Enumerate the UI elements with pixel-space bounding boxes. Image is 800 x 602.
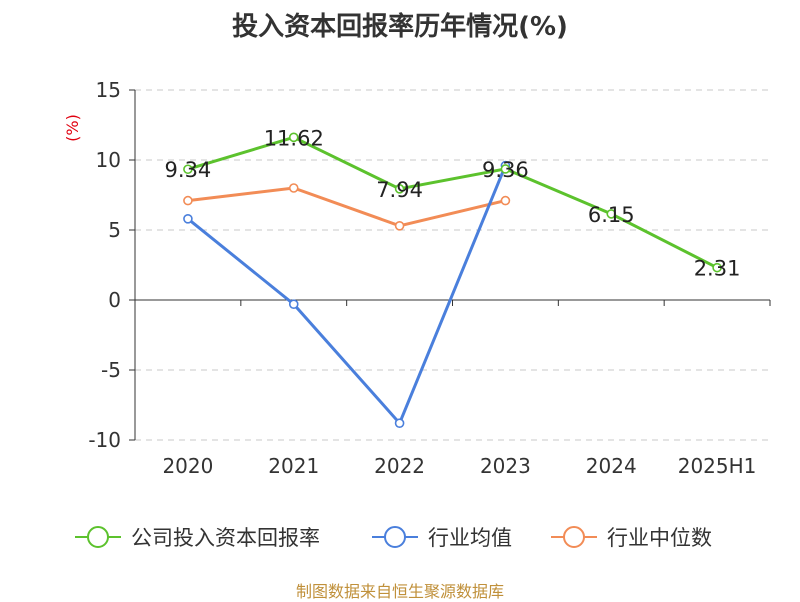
y-tick-label: 5 bbox=[108, 218, 121, 242]
data-point bbox=[500, 164, 511, 174]
data-point bbox=[288, 299, 299, 310]
data-point bbox=[183, 164, 193, 175]
series-line bbox=[187, 135, 718, 269]
data-label: 9.34 bbox=[165, 158, 212, 182]
y-tick-label: 15 bbox=[96, 78, 121, 102]
series-line bbox=[186, 165, 507, 426]
data-point bbox=[394, 418, 405, 429]
data-label: 2.31 bbox=[694, 257, 741, 281]
legend-label: 公司投入资本回报率 bbox=[131, 526, 320, 550]
y-axis-label: (%) bbox=[63, 114, 82, 142]
data-point bbox=[183, 214, 193, 224]
legend-label: 行业均值 bbox=[428, 526, 512, 550]
legend-label: 行业中位数 bbox=[607, 526, 712, 550]
chart-title: 投入资本回报率历年情况(%) bbox=[232, 12, 568, 42]
x-tick-label: 2021 bbox=[268, 454, 319, 478]
data-label: 7.94 bbox=[376, 178, 423, 202]
data-point bbox=[712, 262, 722, 273]
data-point bbox=[500, 195, 511, 206]
y-tick-label: 10 bbox=[96, 148, 121, 172]
x-tick-label: 2025H1 bbox=[678, 454, 757, 478]
legend-marker bbox=[87, 526, 109, 548]
data-label: 11.62 bbox=[264, 126, 324, 150]
y-tick-label: -10 bbox=[88, 428, 121, 452]
series-line bbox=[187, 186, 506, 228]
legend-marker bbox=[384, 526, 406, 548]
y-tick-label: -5 bbox=[101, 358, 121, 382]
x-tick-label: 2023 bbox=[480, 454, 531, 478]
legend-marker bbox=[563, 526, 585, 548]
data-point bbox=[394, 184, 405, 194]
data-label: 6.15 bbox=[588, 203, 635, 227]
data-point bbox=[394, 221, 405, 231]
data-label: 9.36 bbox=[482, 158, 529, 182]
x-tick-label: 2020 bbox=[162, 454, 213, 478]
data-point bbox=[288, 183, 299, 193]
source-footer: 制图数据来自恒生聚源数据库 bbox=[295, 582, 504, 601]
y-tick-label: 0 bbox=[108, 288, 121, 312]
data-point bbox=[606, 209, 617, 219]
data-point bbox=[288, 132, 299, 143]
data-point bbox=[183, 195, 193, 206]
x-tick-label: 2022 bbox=[374, 454, 425, 478]
x-tick-label: 2024 bbox=[586, 454, 637, 478]
